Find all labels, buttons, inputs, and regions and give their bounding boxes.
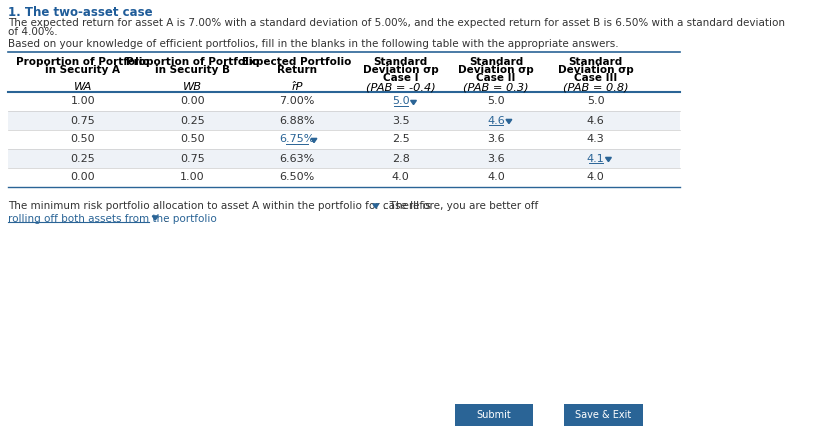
Text: . Therefore, you are better off: . Therefore, you are better off (383, 201, 539, 211)
Text: .: . (161, 214, 168, 224)
FancyBboxPatch shape (564, 404, 643, 426)
Text: (PAB = 0.3): (PAB = 0.3) (463, 82, 529, 92)
Text: 7.00%: 7.00% (279, 96, 315, 106)
Text: Case III: Case III (574, 73, 618, 83)
Text: The minimum risk portfolio allocation to asset A within the portfolio for case I: The minimum risk portfolio allocation to… (8, 201, 431, 211)
Text: 0.25: 0.25 (180, 115, 205, 125)
Text: rolling off both assets from the portfolio: rolling off both assets from the portfol… (8, 214, 217, 224)
Text: 0.75: 0.75 (180, 154, 205, 164)
Text: in Security A: in Security A (46, 65, 120, 75)
Text: 0.75: 0.75 (71, 115, 95, 125)
Text: Standard: Standard (569, 57, 622, 67)
FancyBboxPatch shape (455, 404, 534, 426)
Text: 0.50: 0.50 (71, 135, 95, 145)
Text: 4.1: 4.1 (587, 154, 604, 164)
Text: 2.5: 2.5 (392, 135, 409, 145)
Text: 4.6: 4.6 (587, 115, 604, 125)
Text: Expected Portfolio: Expected Portfolio (242, 57, 352, 67)
Text: 3.6: 3.6 (487, 154, 505, 164)
Text: 6.50%: 6.50% (280, 172, 315, 183)
Text: Save & Exit: Save & Exit (575, 410, 631, 420)
Text: Case I: Case I (383, 73, 418, 83)
Text: 1. The two-asset case: 1. The two-asset case (8, 6, 153, 19)
Text: 4.0: 4.0 (587, 172, 604, 183)
Text: Proportion of Portfolio: Proportion of Portfolio (16, 57, 149, 67)
Text: 3.5: 3.5 (392, 115, 409, 125)
Text: 0.00: 0.00 (180, 96, 205, 106)
Text: of 4.00%.: of 4.00%. (8, 27, 58, 37)
Text: 6.75%: 6.75% (279, 135, 315, 145)
Text: 6.63%: 6.63% (280, 154, 315, 164)
Text: 1.00: 1.00 (180, 172, 205, 183)
Text: Standard: Standard (469, 57, 523, 67)
Polygon shape (506, 119, 512, 124)
Text: Standard: Standard (374, 57, 427, 67)
Text: in Security B: in Security B (155, 65, 230, 75)
Text: Case II: Case II (476, 73, 515, 83)
Polygon shape (311, 138, 317, 143)
Text: 1.00: 1.00 (71, 96, 95, 106)
Text: Based on your knowledge of efficient portfolios, fill in the blanks in the follo: Based on your knowledge of efficient por… (8, 39, 619, 49)
Text: 5.0: 5.0 (587, 96, 604, 106)
Text: (PAB = -0.4): (PAB = -0.4) (366, 82, 436, 92)
Text: The expected return for asset A is 7.00% with a standard deviation of 5.00%, and: The expected return for asset A is 7.00%… (8, 18, 785, 28)
Text: 3.6: 3.6 (487, 135, 505, 145)
Text: (PAB = 0.8): (PAB = 0.8) (563, 82, 628, 92)
Text: 2.8: 2.8 (392, 154, 409, 164)
Text: 4.6: 4.6 (487, 115, 505, 125)
Text: 6.88%: 6.88% (279, 115, 315, 125)
Text: 0.50: 0.50 (180, 135, 205, 145)
Polygon shape (373, 204, 378, 208)
Text: r̂P: r̂P (291, 82, 303, 92)
Polygon shape (152, 216, 158, 220)
Polygon shape (411, 100, 417, 105)
Polygon shape (606, 158, 612, 161)
Text: Proportion of Portfolio: Proportion of Portfolio (125, 57, 259, 67)
FancyBboxPatch shape (8, 111, 681, 130)
Text: 0.25: 0.25 (71, 154, 95, 164)
Text: 0.00: 0.00 (71, 172, 95, 183)
Text: Deviation σp: Deviation σp (458, 65, 534, 75)
Text: Submit: Submit (476, 410, 511, 420)
Text: 4.0: 4.0 (392, 172, 409, 183)
Text: 4.3: 4.3 (587, 135, 604, 145)
Text: 5.0: 5.0 (487, 96, 505, 106)
Text: WA: WA (74, 82, 92, 92)
FancyBboxPatch shape (8, 149, 681, 168)
Text: 5.0: 5.0 (392, 96, 409, 106)
Text: Deviation σp: Deviation σp (558, 65, 633, 75)
Text: Deviation σp: Deviation σp (363, 65, 438, 75)
Text: WB: WB (183, 82, 202, 92)
Text: 4.0: 4.0 (487, 172, 505, 183)
Text: Return: Return (277, 65, 317, 75)
